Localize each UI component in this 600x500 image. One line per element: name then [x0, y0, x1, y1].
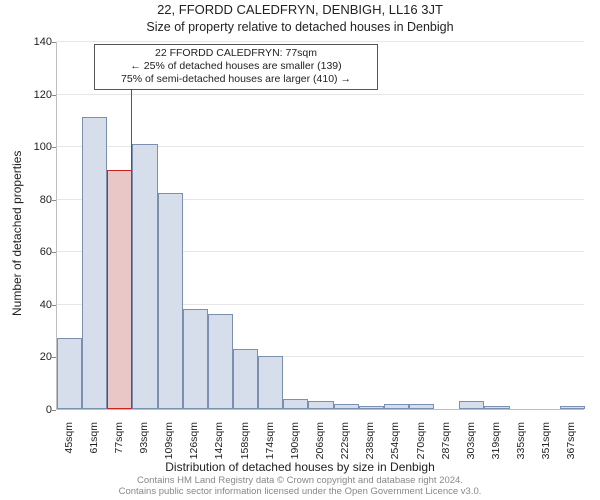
grid-line [57, 94, 584, 95]
histogram-bar [560, 406, 585, 409]
histogram-bar [57, 338, 82, 409]
chart-title: 22, FFORDD CALEDFRYN, DENBIGH, LL16 3JT [0, 2, 600, 17]
histogram-bar [208, 314, 233, 409]
y-tick-label: 40 [22, 299, 52, 311]
histogram-bar [384, 404, 409, 409]
footer-line-2: Contains public sector information licen… [119, 486, 482, 497]
histogram-bar [334, 404, 359, 409]
x-axis-label: Distribution of detached houses by size … [0, 460, 600, 474]
grid-line [57, 41, 584, 42]
y-tick-mark [52, 147, 56, 148]
histogram-bar [82, 117, 107, 409]
histogram-bar [258, 356, 283, 409]
histogram-bar [183, 309, 208, 409]
y-tick-mark [52, 410, 56, 411]
y-tick-mark [52, 305, 56, 306]
annotation-line: 75% of semi-detached houses are larger (… [101, 73, 371, 86]
histogram-bar [459, 401, 484, 409]
y-tick-mark [52, 252, 56, 253]
y-tick-label: 80 [22, 194, 52, 206]
footer-attribution: Contains HM Land Registry data © Crown c… [0, 476, 600, 498]
highlight-marker-line [131, 87, 132, 171]
chart-container: 22, FFORDD CALEDFRYN, DENBIGH, LL16 3JT … [0, 0, 600, 500]
annotation-line: 22 FFORDD CALEDFRYN: 77sqm [101, 47, 371, 60]
y-tick-label: 60 [22, 246, 52, 258]
y-axis-label: Number of detached properties [10, 151, 24, 316]
y-tick-label: 100 [22, 141, 52, 153]
chart-subtitle: Size of property relative to detached ho… [0, 20, 600, 34]
histogram-bar [359, 406, 384, 409]
histogram-bar [409, 404, 434, 409]
plot-area [56, 42, 584, 410]
histogram-bar [484, 406, 509, 409]
histogram-bar [107, 170, 132, 409]
annotation-box: 22 FFORDD CALEDFRYN: 77sqm← 25% of detac… [94, 44, 378, 90]
y-tick-label: 140 [22, 36, 52, 48]
y-tick-label: 0 [22, 404, 52, 416]
histogram-bar [283, 399, 308, 410]
y-tick-mark [52, 42, 56, 43]
y-tick-mark [52, 357, 56, 358]
histogram-bar [132, 144, 157, 409]
histogram-bar [233, 349, 258, 409]
y-tick-mark [52, 200, 56, 201]
histogram-bar [308, 401, 333, 409]
histogram-bar [158, 193, 183, 409]
annotation-line: ← 25% of detached houses are smaller (13… [101, 60, 371, 73]
y-tick-mark [52, 95, 56, 96]
footer-line-1: Contains HM Land Registry data © Crown c… [137, 475, 463, 486]
y-tick-label: 120 [22, 89, 52, 101]
y-tick-label: 20 [22, 351, 52, 363]
